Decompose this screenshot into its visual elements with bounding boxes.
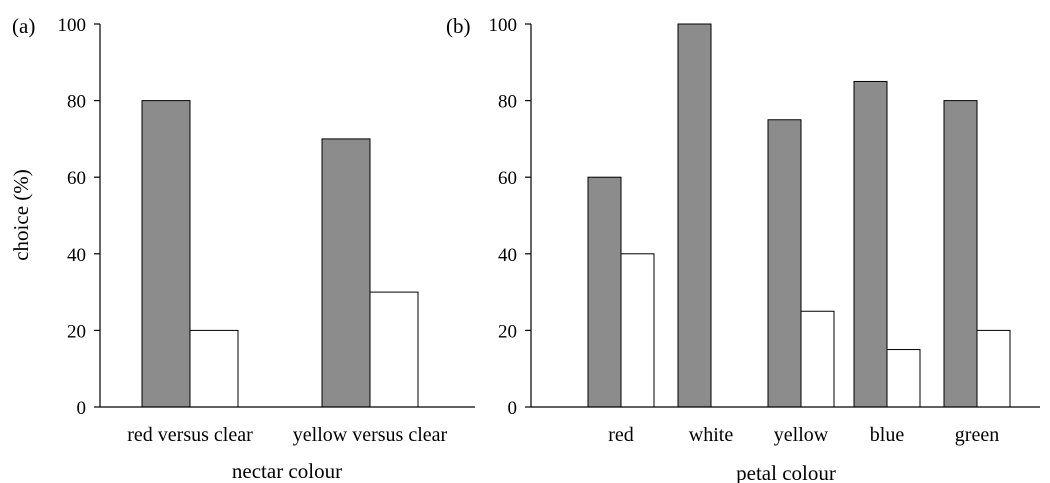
panel-a-y-axis-label: choice (%): [9, 169, 33, 261]
panel-a-bar: [321, 138, 371, 408]
panel-b-categories: red white yellow blue green: [608, 424, 999, 446]
panel-b-bars: [587, 23, 1011, 408]
panel-a-categories: red versus clear yellow versus clear: [127, 424, 447, 446]
panel-b-category-label: yellow: [774, 424, 829, 446]
panel-a-bar: [189, 329, 239, 408]
panel-b-ticks: 0 20 40 60 80 100: [489, 15, 531, 419]
panel-b: (b) petal colour 0 20 40 60 80 100 red white ye…: [446, 14, 1040, 483]
panel-b-x-axis-label: petal colour: [736, 461, 836, 483]
panel-a-category-label: yellow versus clear: [293, 424, 448, 446]
panel-a-y-tick-label: 20: [67, 321, 86, 342]
panel-a-category-label: red versus clear: [127, 424, 253, 446]
panel-a-bar: [141, 100, 191, 408]
panel-b-y-tick-label: 0: [508, 398, 518, 419]
panel-b-y-tick-label: 60: [498, 168, 517, 189]
panel-b-bar: [943, 100, 978, 408]
panel-a-y-tick-label: 80: [67, 92, 86, 113]
panel-b-bar: [976, 329, 1011, 408]
panel-b-y-tick-label: 40: [498, 245, 517, 266]
panel-b-bar: [677, 23, 712, 408]
panel-b-y-tick-label: 100: [489, 15, 518, 36]
panel-b-category-label: green: [955, 424, 999, 446]
panel-b-bar: [800, 310, 835, 408]
panel-a-bars: [141, 100, 419, 408]
panel-a-y-tick-label: 60: [67, 168, 86, 189]
panel-b-category-label: blue: [870, 424, 905, 446]
panel-b-tag: (b): [446, 14, 471, 38]
panel-b-bar: [620, 253, 655, 408]
panel-b-y-tick-label: 20: [498, 321, 517, 342]
panel-a-ticks: 0 20 40 60 80 100: [58, 15, 100, 419]
panel-a-y-tick-label: 0: [77, 398, 87, 419]
panel-b-category-label: white: [689, 424, 734, 446]
panel-b-category-label: red: [608, 424, 634, 446]
panel-a-y-tick-label: 40: [67, 245, 86, 266]
panel-b-bar: [767, 119, 802, 408]
panel-a-x-axis-label: nectar colour: [232, 459, 342, 483]
panel-a-bar: [369, 291, 419, 408]
panel-b-bar: [886, 349, 921, 408]
panel-a-tag: (a): [12, 14, 35, 38]
panel-a: (a) choice (%) nectar colour 0 20 40 60 80 10…: [9, 14, 475, 483]
panel-b-bar: [587, 176, 622, 408]
panel-b-y-tick-label: 80: [498, 92, 517, 113]
panel-a-y-tick-label: 100: [58, 15, 87, 36]
panel-b-bar: [853, 80, 888, 408]
